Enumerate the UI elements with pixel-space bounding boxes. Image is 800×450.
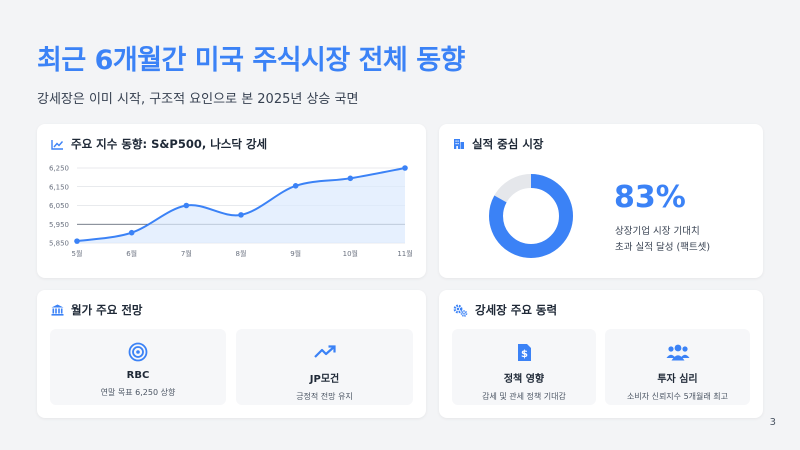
outlook-item-desc: 연말 목표 6,250 상향 — [100, 388, 176, 397]
wall-street-outlook-card: 월가 주요 전망 RBC 연말 목표 6,250 상향 JP모건 긍정적 전망 … — [37, 290, 426, 418]
outlook-item-desc: 긍정적 전망 유지 — [296, 392, 353, 401]
x-tick-label: 7월 — [181, 249, 192, 258]
users-icon — [666, 341, 690, 363]
index-trend-card: 주요 지수 동향: S&P500, 나스닥 강세 6,250 6,150 6,050… — [37, 124, 426, 278]
svg-text:$: $ — [521, 349, 528, 360]
y-tick-label: 5,850 — [49, 240, 69, 248]
y-tick-label: 6,150 — [49, 183, 69, 191]
wall-street-card-header: 월가 주요 전망 — [51, 302, 143, 318]
driver-item-desc: 감세 및 관세 정책 기대감 — [482, 392, 566, 401]
x-tick-label: 6월 — [126, 249, 137, 258]
gears-icon — [453, 304, 468, 317]
index-trend-card-title: 주요 지수 동향: S&P500, 나스닥 강세 — [71, 137, 268, 151]
driver-item-policy: $ 정책 영향 감세 및 관세 정책 기대감 — [452, 329, 596, 405]
page-title: 최근 6개월간 미국 주식시장 전체 동향 — [37, 45, 465, 76]
x-tick-label: 9월 — [290, 249, 301, 258]
earnings-market-card-title: 실적 중심 시장 — [472, 137, 544, 151]
drivers-card-header: 강세장 주요 동력 — [453, 302, 557, 318]
data-point — [402, 165, 408, 171]
beat-rate-donut — [489, 174, 573, 258]
data-point — [74, 238, 80, 244]
outlook-item-jpmorgan: JP모건 긍정적 전망 유지 — [236, 329, 413, 405]
data-point — [238, 212, 244, 218]
line-chart-icon — [51, 139, 64, 150]
data-point — [292, 183, 299, 189]
y-tick-label: 6,050 — [49, 202, 69, 210]
driver-item-desc: 소비자 신뢰지수 5개월래 최고 — [626, 392, 729, 401]
page-subtitle: 강세장은 이미 시작, 구조적 요인으로 본 2025년 상승 국면 — [37, 92, 359, 107]
index-trend-card-header: 주요 지수 동향: S&P500, 나스닥 강세 — [51, 136, 267, 152]
beat-rate-description: 상장기업 시장 기대치 초과 실적 달성 (팩트셋) — [615, 224, 710, 256]
beat-rate-desc-line2: 초과 실적 달성 (팩트셋) — [615, 242, 711, 253]
wall-street-card-title: 월가 주요 전망 — [71, 303, 143, 317]
x-tick-label: 10월 — [343, 249, 358, 258]
building-icon — [453, 138, 465, 150]
data-point — [183, 202, 190, 209]
trend-up-icon — [313, 341, 336, 363]
x-tick-label: 11월 — [397, 249, 412, 258]
outlook-item-rbc: RBC 연말 목표 6,250 상향 — [50, 329, 226, 405]
series-area — [77, 168, 405, 243]
earnings-market-card: 실적 중심 시장 83% 상장기업 시장 기대치 초과 실적 달성 (팩트셋) — [439, 124, 763, 278]
x-tick-label: 8월 — [236, 249, 247, 258]
earnings-market-card-header: 실적 중심 시장 — [453, 136, 544, 152]
beat-rate-percent: 83% — [614, 180, 686, 215]
driver-item-title: 투자 심리 — [657, 374, 698, 385]
outlook-item-title: RBC — [126, 370, 150, 381]
data-point — [347, 175, 354, 182]
driver-item-sentiment: 투자 심리 소비자 신뢰지수 5개월래 최고 — [605, 329, 750, 405]
donut-value-arc — [489, 174, 573, 258]
beat-rate-desc-line1: 상장기업 시장 기대치 — [615, 226, 700, 237]
outlook-item-title: JP모건 — [309, 374, 340, 385]
target-icon — [128, 341, 148, 363]
y-tick-label: 6,250 — [49, 165, 69, 173]
bank-icon — [51, 304, 64, 316]
y-tick-label: 5,950 — [49, 221, 69, 229]
page-number: 3 — [769, 417, 776, 428]
drivers-card-title: 강세장 주요 동력 — [475, 303, 558, 317]
x-tick-label: 5월 — [72, 249, 83, 258]
data-point — [128, 229, 135, 236]
dollar-document-icon: $ — [517, 341, 532, 363]
bull-market-drivers-card: 강세장 주요 동력 $ 정책 영향 감세 및 관세 정책 기대감 투자 심리 소… — [439, 290, 763, 418]
driver-item-title: 정책 영향 — [503, 374, 545, 385]
